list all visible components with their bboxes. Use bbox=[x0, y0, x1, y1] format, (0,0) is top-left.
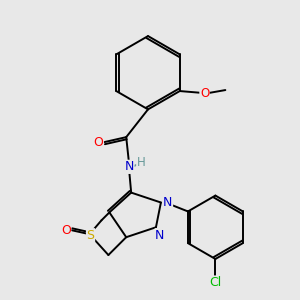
Text: H: H bbox=[137, 156, 146, 170]
Text: S: S bbox=[87, 229, 94, 242]
Text: O: O bbox=[61, 224, 71, 237]
Text: N: N bbox=[163, 196, 172, 209]
Text: Cl: Cl bbox=[209, 276, 221, 289]
Text: O: O bbox=[200, 86, 209, 100]
Text: N: N bbox=[124, 160, 134, 173]
Text: O: O bbox=[94, 136, 103, 148]
Text: N: N bbox=[155, 229, 165, 242]
